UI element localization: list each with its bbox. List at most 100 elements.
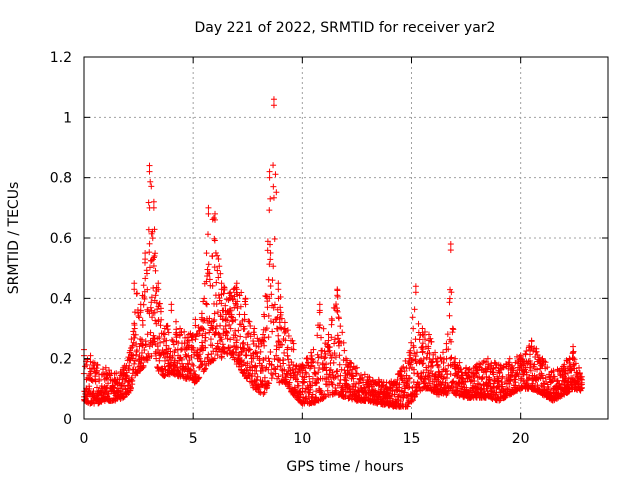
data-point: [247, 333, 254, 340]
data-point: [164, 326, 171, 333]
data-point: [206, 276, 213, 283]
data-point: [202, 300, 209, 307]
data-point: [224, 330, 231, 337]
data-point: [152, 250, 159, 257]
data-point: [87, 368, 94, 375]
data-point: [211, 264, 218, 271]
data-point: [234, 305, 241, 312]
data-point: [147, 304, 154, 311]
data-point: [140, 362, 147, 369]
x-tick-label: 0: [80, 431, 89, 447]
data-point: [149, 341, 156, 348]
data-point: [241, 311, 248, 318]
data-point: [202, 337, 209, 344]
data-point: [129, 342, 136, 349]
data-point: [136, 314, 143, 321]
data-point: [236, 311, 243, 318]
data-point: [221, 286, 228, 293]
data-point: [190, 368, 197, 375]
data-point: [213, 301, 220, 308]
data-point: [214, 352, 221, 359]
data-point: [232, 332, 239, 339]
data-point: [130, 352, 137, 359]
data-point: [184, 339, 191, 346]
data-point: [130, 328, 137, 335]
data-point: [178, 360, 185, 367]
data-point: [227, 344, 234, 351]
data-point: [244, 360, 251, 367]
data-point: [192, 336, 199, 343]
data-point: [232, 316, 239, 323]
data-point: [173, 326, 180, 333]
data-point: [167, 348, 174, 355]
data-point: [129, 377, 136, 384]
data-point: [128, 336, 135, 343]
data-point: [151, 226, 158, 233]
data-point: [149, 314, 156, 321]
data-point: [218, 300, 225, 307]
data-point: [93, 365, 100, 372]
data-point: [142, 341, 149, 348]
data-point: [152, 292, 159, 299]
x-axis-title: GPS time / hours: [286, 459, 403, 475]
data-point: [237, 333, 244, 340]
data-point: [235, 327, 242, 334]
data-point: [151, 309, 158, 316]
data-point: [195, 375, 202, 382]
data-point: [135, 313, 142, 320]
data-point: [142, 275, 149, 282]
data-point: [215, 274, 222, 281]
data-point: [157, 322, 164, 329]
data-point: [168, 336, 175, 343]
data-point: [162, 357, 169, 364]
data-point: [157, 308, 164, 315]
data-point: [156, 357, 163, 364]
data-point: [156, 334, 163, 341]
data-point: [131, 334, 138, 341]
data-point: [181, 328, 188, 335]
y-tick-label: 0.2: [50, 352, 72, 368]
data-point: [127, 384, 134, 391]
y-tick-label: 0.6: [50, 231, 72, 247]
data-point: [205, 351, 212, 358]
data-points: [80, 96, 586, 410]
x-tick-label: 15: [403, 431, 421, 447]
data-point: [187, 370, 194, 377]
data-point: [140, 282, 147, 289]
data-point: [214, 252, 221, 259]
data-point: [212, 249, 219, 256]
data-point: [181, 340, 188, 347]
data-point: [201, 366, 208, 373]
data-point: [233, 301, 240, 308]
data-point: [83, 361, 90, 368]
data-point: [158, 316, 165, 323]
data-point: [146, 240, 153, 247]
data-point: [211, 237, 218, 244]
data-point: [215, 256, 222, 263]
data-point: [174, 346, 181, 353]
data-point: [134, 310, 141, 317]
data-point: [147, 329, 154, 336]
data-point: [145, 350, 152, 357]
data-point: [141, 346, 148, 353]
data-point: [202, 365, 209, 372]
data-point: [148, 294, 155, 301]
data-point: [196, 374, 203, 381]
data-point: [201, 295, 208, 302]
data-point: [92, 373, 99, 380]
data-point: [136, 343, 143, 350]
data-point: [145, 199, 152, 206]
data-point: [240, 359, 247, 366]
data-point: [209, 282, 216, 289]
data-point: [153, 299, 160, 306]
data-point: [152, 317, 159, 324]
data-point: [213, 279, 220, 286]
data-point: [150, 262, 157, 269]
data-point: [169, 352, 176, 359]
data-point: [157, 339, 164, 346]
data-point: [144, 286, 151, 293]
data-point: [221, 346, 228, 353]
data-point: [240, 339, 247, 346]
